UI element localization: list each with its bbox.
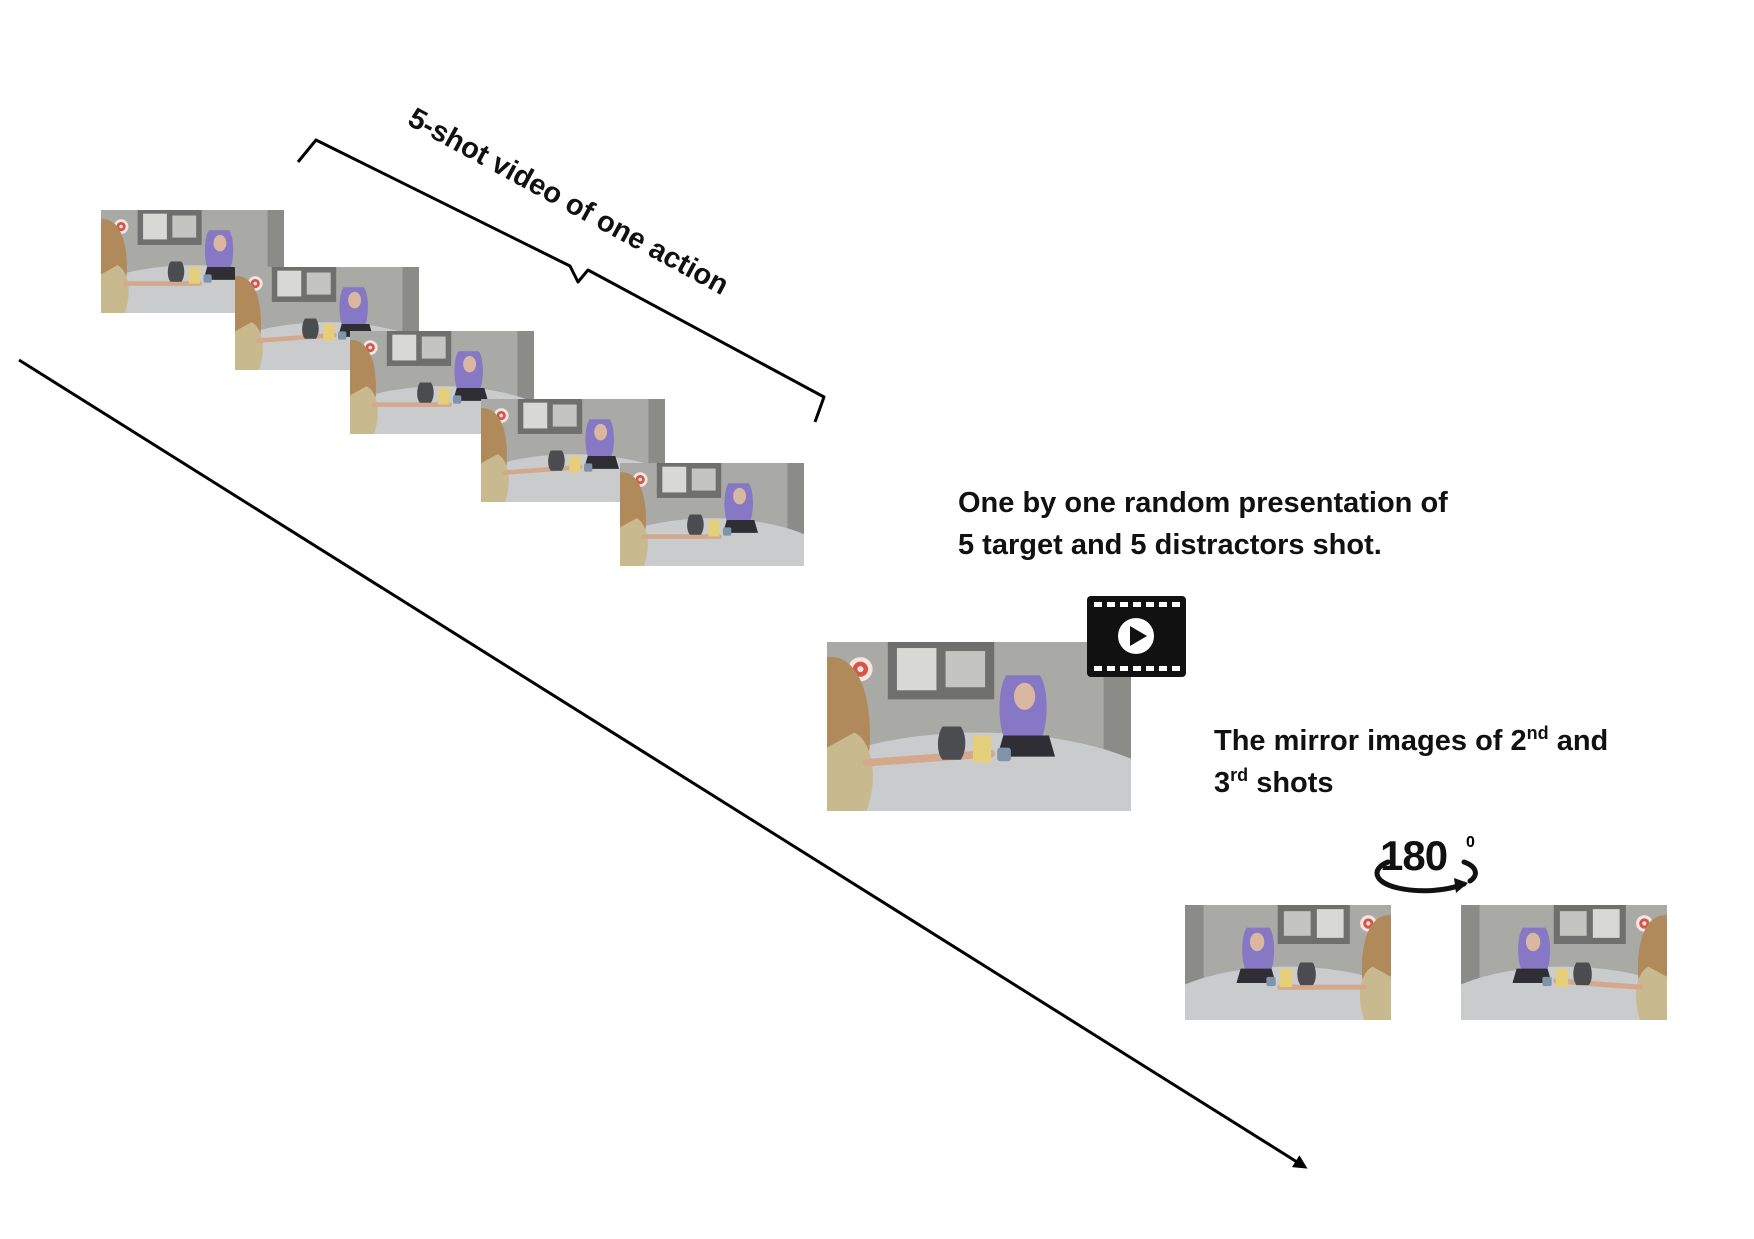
- shot-frame-5: [620, 463, 804, 566]
- presented-shot-frame: [827, 642, 1131, 811]
- presentation-line-2: 5 target and 5 distractors shot.: [958, 529, 1382, 561]
- mirror-line2-start: 3: [1214, 767, 1231, 799]
- rotation-value: 180: [1380, 832, 1448, 879]
- mirror-suffix: shots: [1248, 767, 1334, 799]
- shot-frame-4: [481, 399, 665, 502]
- rotate-arrow-icon: [1374, 859, 1478, 894]
- mirror-shot-frame-1: [1185, 905, 1391, 1020]
- shot-bracket: [296, 138, 826, 423]
- presentation-line-1: One by one random presentation of: [958, 487, 1448, 519]
- mirror-prefix: The mirror images of 2: [1214, 725, 1527, 757]
- mirror-shot-frame-2: [1461, 905, 1667, 1020]
- mirror-sup-rd: rd: [1230, 765, 1249, 785]
- mirror-middle: and: [1548, 725, 1609, 757]
- mirror-sup-nd: nd: [1526, 723, 1549, 743]
- rotation-degree-mark: 0: [1466, 834, 1475, 851]
- timeline-arrow: [18, 358, 1308, 1169]
- mirror-description: The mirror images of 2nd and 3rd shots: [1214, 720, 1608, 804]
- presentation-description: One by one random presentation of 5 targ…: [958, 482, 1448, 566]
- video-play-icon: [1087, 596, 1186, 677]
